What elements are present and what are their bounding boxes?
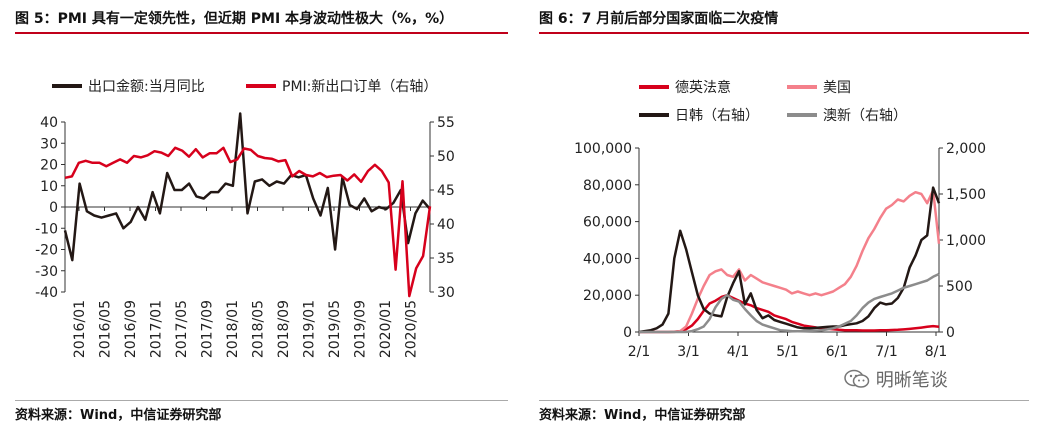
right-title-rule bbox=[539, 32, 1029, 34]
x-tick-label: 2017/09 bbox=[200, 300, 216, 358]
legend-label-0: 出口金额:当月同比 bbox=[88, 79, 205, 95]
x-tick-label: 8/1 bbox=[925, 344, 948, 360]
watermark: 明晰笔谈 bbox=[844, 366, 948, 392]
right-source: 资料来源：Wind，中信证券研究部 bbox=[539, 408, 746, 423]
y-left-tick-label: -10 bbox=[35, 221, 58, 237]
y-left-tick-label: 60,000 bbox=[583, 215, 632, 231]
right-panel: 图 6：7 月前后部分国家面临二次疫情 0 20,000 40,000 60,000 8… bbox=[519, 0, 1039, 427]
y-left-tick-label: 80,000 bbox=[583, 178, 632, 194]
right-source-rule bbox=[539, 400, 1029, 401]
x-tick-label: 6/1 bbox=[826, 344, 849, 360]
y-right-tick-label: 500 bbox=[946, 279, 973, 295]
y-left-tick-label: 20 bbox=[40, 158, 58, 174]
x-tick-label: 2017/01 bbox=[149, 300, 165, 358]
x-tick-label: 2020/01 bbox=[378, 300, 394, 358]
series-line-0 bbox=[639, 293, 940, 334]
y-left-tick-label: 40,000 bbox=[583, 251, 632, 267]
x-tick-label: 2016/09 bbox=[123, 300, 139, 358]
x-tick-label: 2018/09 bbox=[276, 300, 292, 358]
right-chart: 0 20,000 40,000 60,000 80,000 100,000 0 500 1,00… bbox=[574, 79, 986, 360]
x-tick-label: 4/1 bbox=[727, 344, 750, 360]
y-left-tick-label: -30 bbox=[35, 264, 58, 280]
left-panel: 图 5：PMI 具有一定领先性，但近期 PMI 本身波动性极大（%，%） -40… bbox=[0, 0, 519, 427]
x-tick-label: 2019/01 bbox=[302, 300, 318, 358]
series-line-1 bbox=[639, 189, 941, 334]
y-right-tick-label: 1,000 bbox=[946, 233, 986, 249]
y-left-tick-label: -40 bbox=[35, 285, 58, 301]
x-tick-label: 2018/05 bbox=[251, 300, 267, 358]
y-left-tick-label: 20,000 bbox=[583, 288, 632, 304]
y-left-tick-label: 100,000 bbox=[574, 141, 632, 157]
legend-label-1: PMI:新出口订单（右轴） bbox=[282, 79, 437, 95]
x-tick-label: 2016/01 bbox=[72, 300, 88, 358]
left-title-rule bbox=[15, 32, 508, 34]
y-right-tick-label: 1,500 bbox=[946, 187, 986, 203]
x-tick-label: 5/1 bbox=[776, 344, 799, 360]
legend-label-3: 澳新（右轴） bbox=[823, 108, 907, 124]
x-tick-label: 2/1 bbox=[628, 344, 651, 360]
y-left-tick-label: 0 bbox=[623, 325, 632, 341]
x-tick-label: 2016/05 bbox=[98, 300, 114, 358]
right-figure-title: 图 6：7 月前后部分国家面临二次疫情 bbox=[539, 11, 779, 27]
legend-label-1: 美国 bbox=[823, 80, 851, 96]
left-chart: -40 -30 -20 -10 0 10 20 30 40 30 35 40 45 50 55 2016/01… bbox=[35, 79, 455, 358]
y-left-tick-label: 10 bbox=[40, 179, 58, 195]
y-right-tick-label: 40 bbox=[437, 217, 455, 233]
series-line-3 bbox=[639, 272, 940, 334]
series-line-0 bbox=[63, 112, 431, 262]
x-tick-label: 2020/05 bbox=[404, 300, 420, 358]
y-right-tick-label: 35 bbox=[437, 251, 455, 267]
y-right-tick-label: 2,000 bbox=[946, 141, 986, 157]
watermark-text: 明晰笔谈 bbox=[875, 370, 948, 391]
series-line-2 bbox=[638, 186, 941, 334]
y-right-tick-label: 55 bbox=[437, 115, 455, 131]
y-right-tick-label: 0 bbox=[946, 325, 955, 341]
y-left-tick-label: 40 bbox=[40, 115, 58, 131]
legend-label-2: 日韩（右轴） bbox=[675, 108, 759, 124]
x-tick-label: 2017/05 bbox=[174, 300, 190, 358]
left-source-rule bbox=[15, 400, 508, 401]
y-right-tick-label: 50 bbox=[437, 149, 455, 165]
x-tick-label: 3/1 bbox=[677, 344, 700, 360]
series-line-1 bbox=[64, 146, 432, 298]
y-left-tick-label: 30 bbox=[40, 136, 58, 152]
x-tick-label: 2019/05 bbox=[327, 300, 343, 358]
wechat-icon bbox=[844, 369, 870, 388]
y-right-tick-label: 30 bbox=[437, 285, 455, 301]
y-left-tick-label: -20 bbox=[35, 243, 58, 259]
left-source: 资料来源：Wind，中信证券研究部 bbox=[15, 408, 222, 423]
x-tick-label: 7/1 bbox=[875, 344, 898, 360]
x-tick-label: 2019/09 bbox=[353, 300, 369, 358]
y-right-tick-label: 45 bbox=[437, 183, 455, 199]
x-tick-label: 2018/01 bbox=[225, 300, 241, 358]
y-left-tick-label: 0 bbox=[49, 200, 58, 216]
left-figure-title: 图 5：PMI 具有一定领先性，但近期 PMI 本身波动性极大（%，%） bbox=[15, 11, 454, 27]
legend-label-0: 德英法意 bbox=[675, 79, 731, 96]
